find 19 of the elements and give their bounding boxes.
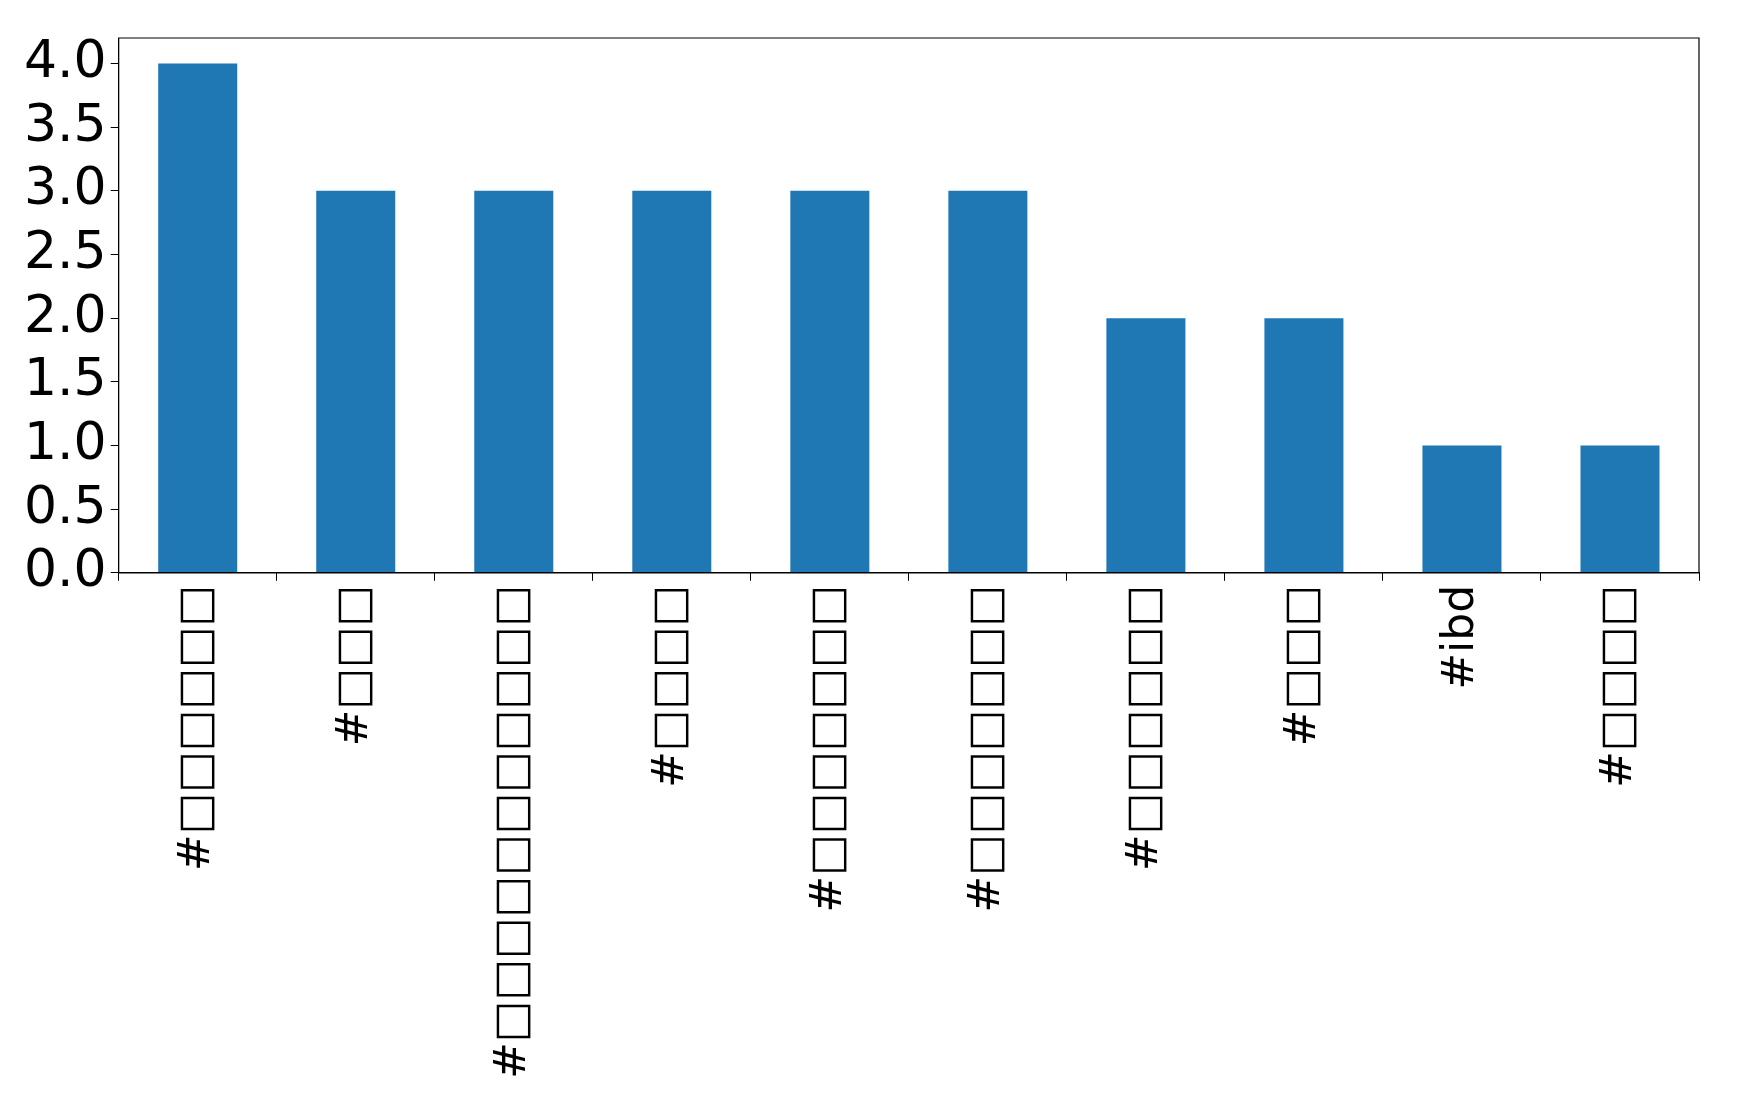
y-tick-label: 1.0 xyxy=(23,411,107,472)
x-tick-label: #□□□□□□□ xyxy=(800,584,852,913)
y-tick-label: 0.5 xyxy=(23,474,107,535)
x-tick-label: #□□□□□□□ xyxy=(958,584,1010,913)
x-tick-label: #□□□□□□ xyxy=(1116,584,1168,872)
x-tick-label: #□□□□□□□□□□□ xyxy=(484,584,536,1080)
x-tick-label: #□□□□ xyxy=(1590,584,1642,788)
y-tick-label: 3.0 xyxy=(23,156,107,217)
y-tick-label: 1.5 xyxy=(23,347,107,408)
x-tick-label: #ibd xyxy=(1432,584,1484,690)
y-tick-label: 2.0 xyxy=(23,283,107,344)
y-tick-label: 3.5 xyxy=(23,92,107,153)
x-tick-label: #□□□ xyxy=(326,584,378,747)
x-tick-label: #□□□ xyxy=(1274,584,1326,747)
x-tick-label: #□□□□□□ xyxy=(168,584,220,872)
y-tick-label: 4.0 xyxy=(23,28,107,89)
y-tick-label: 0.0 xyxy=(23,538,107,599)
x-tick-label: #□□□□ xyxy=(642,584,694,788)
y-tick-label: 2.5 xyxy=(23,220,107,280)
